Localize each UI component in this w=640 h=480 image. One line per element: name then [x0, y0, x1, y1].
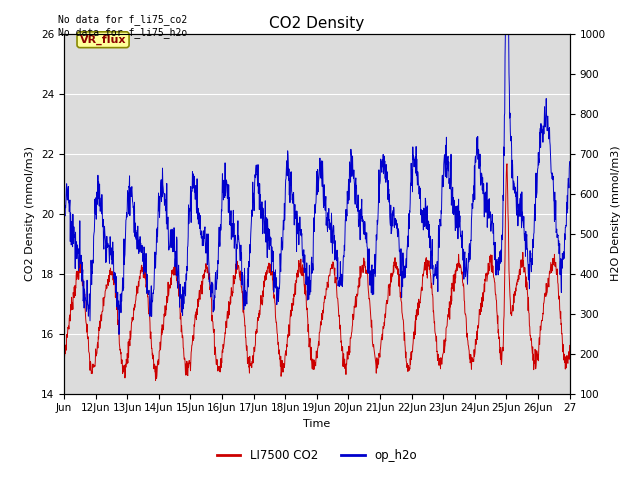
- Text: No data for f_li75_co2
No data for f_li75_h2o: No data for f_li75_co2 No data for f_li7…: [58, 14, 187, 38]
- Y-axis label: CO2 Density (mmol/m3): CO2 Density (mmol/m3): [26, 146, 35, 281]
- Text: VR_flux: VR_flux: [80, 35, 126, 45]
- X-axis label: Time: Time: [303, 419, 330, 429]
- Title: CO2 Density: CO2 Density: [269, 16, 364, 31]
- Y-axis label: H2O Density (mmol/m3): H2O Density (mmol/m3): [611, 146, 621, 281]
- Legend: LI7500 CO2, op_h2o: LI7500 CO2, op_h2o: [212, 444, 422, 467]
